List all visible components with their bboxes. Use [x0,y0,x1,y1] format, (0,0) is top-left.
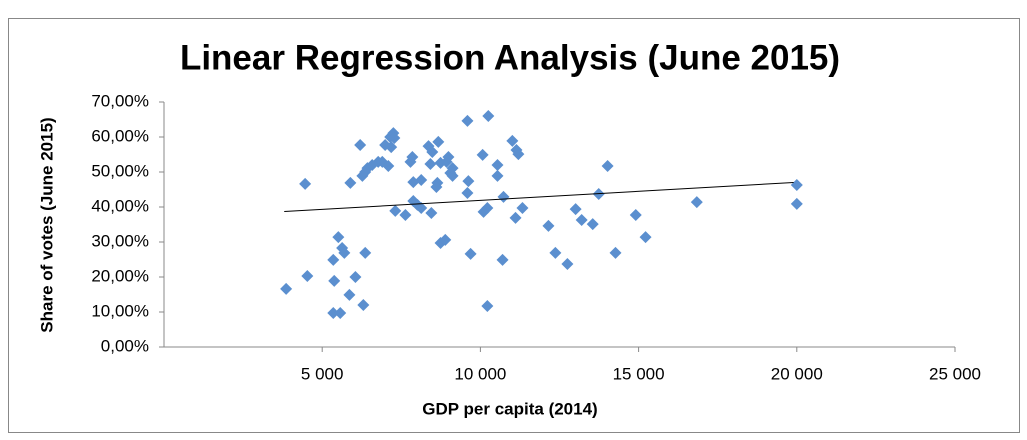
point [496,253,509,266]
x-tick-label: 5 000 [301,364,344,383]
point [461,114,474,127]
point [491,169,504,182]
point [426,146,439,159]
point [512,148,525,161]
point [334,307,347,320]
x-tick-label: 25 000 [929,364,981,383]
point [481,300,494,313]
point [280,282,293,295]
y-tick-label: 60,00% [91,126,149,145]
point [609,246,622,259]
point [464,247,477,260]
point [569,203,582,216]
point [354,139,367,152]
x-tick-label: 15 000 [613,364,665,383]
point [359,246,372,259]
point [549,246,562,259]
x-tick-label: 20 000 [771,364,823,383]
point [301,269,314,282]
point [425,206,438,219]
point [516,202,529,215]
point [586,218,599,231]
y-tick-label: 0,00% [101,336,149,355]
point [506,134,519,147]
point [575,213,588,226]
point [461,187,474,199]
point [430,181,443,194]
chart-title: Linear Regression Analysis (June 2015) [180,38,840,77]
point [491,159,504,171]
point [344,176,357,189]
point [328,274,341,287]
y-tick-label: 70,00% [91,91,149,110]
point [439,233,452,246]
point [790,178,803,191]
point [388,132,401,145]
point [542,219,555,232]
point [338,246,351,259]
x-tick-label: 10 000 [454,364,506,383]
point [406,150,419,163]
point [357,299,370,311]
point [349,271,362,283]
point [476,148,489,161]
point [327,253,340,266]
point [481,202,494,215]
y-tick-label: 10,00% [91,301,149,320]
point [690,196,703,209]
point [389,204,402,217]
point [415,174,428,187]
y-tick-label: 20,00% [91,266,149,285]
point [497,190,510,203]
chart-border [8,18,1020,433]
y-axis-title: Share of votes (June 2015) [37,117,56,332]
point [482,110,495,122]
point [432,135,445,148]
point [327,307,340,320]
point [561,258,574,271]
y-tick-label: 40,00% [91,196,149,215]
point [446,169,459,182]
point [639,231,652,244]
trend-line [284,182,794,213]
point [446,162,459,175]
point [343,288,356,301]
point [601,160,614,173]
point [332,231,345,244]
point [382,160,395,173]
point [442,150,455,163]
point [462,175,475,188]
x-axis-title: GDP per capita (2014) [422,399,597,418]
point [399,209,412,222]
y-tick-label: 50,00% [91,161,149,180]
point [424,157,437,170]
point [629,209,642,222]
point [509,211,522,224]
point [385,141,398,154]
point [790,197,803,210]
y-tick-label: 30,00% [91,231,149,250]
point [415,202,428,215]
point [299,177,312,190]
